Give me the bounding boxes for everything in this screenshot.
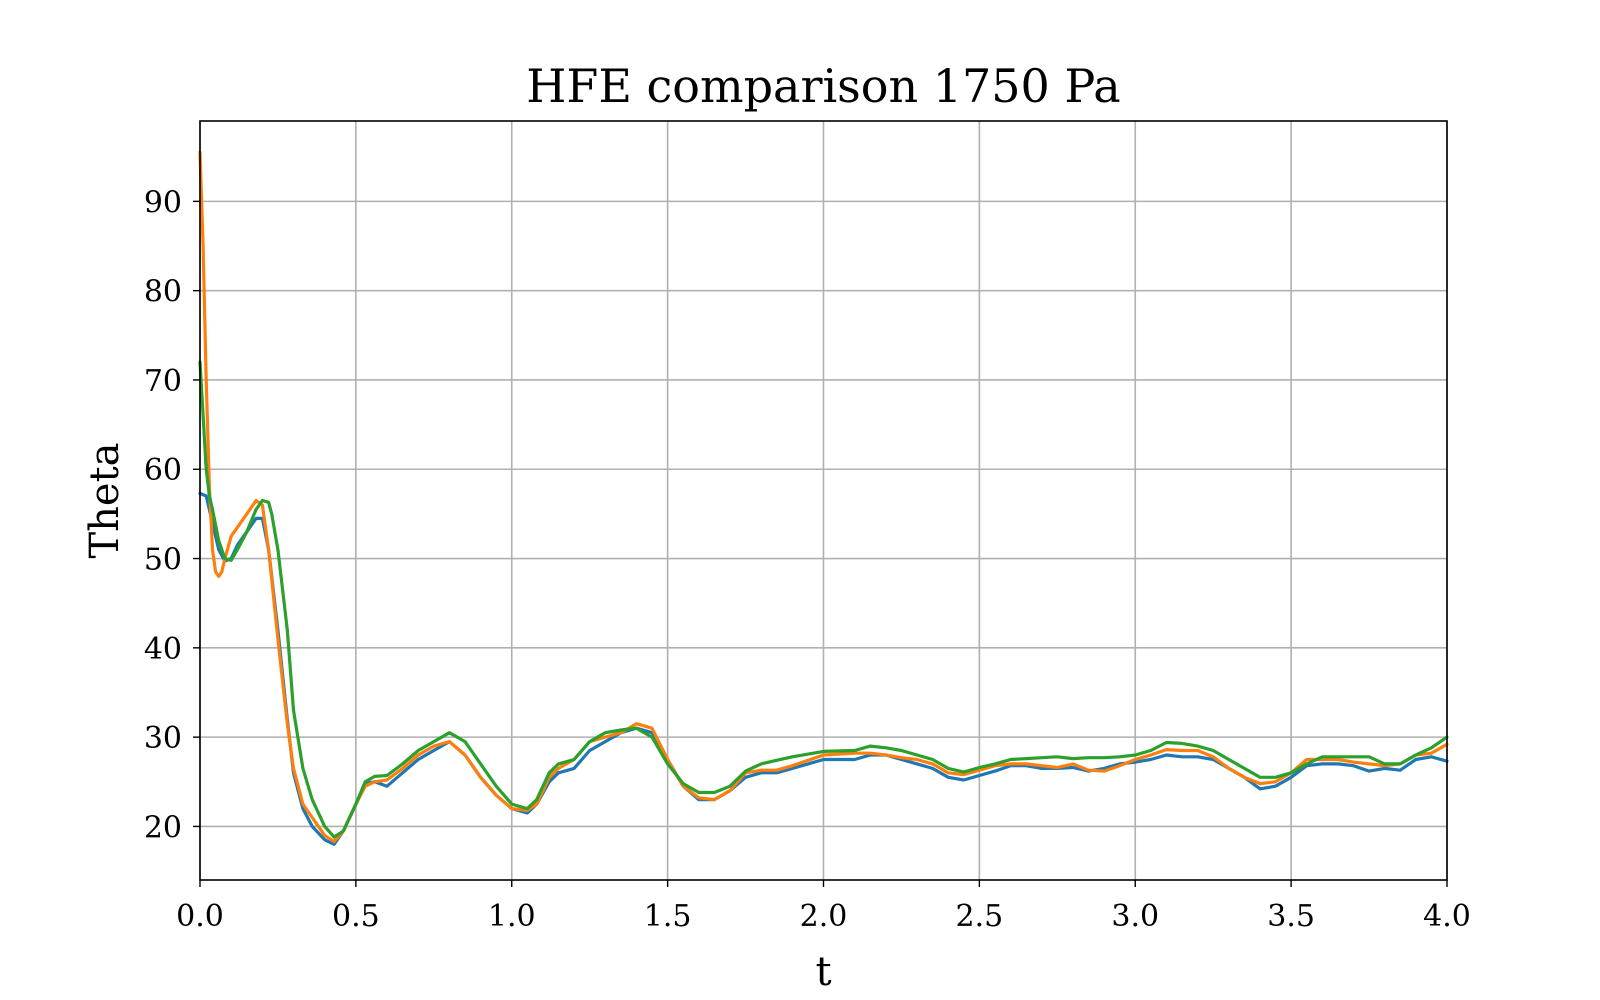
chart-title: HFE comparison 1750 Pa [526, 59, 1120, 113]
x-tick-label: 0.0 [176, 899, 224, 934]
y-tick-label: 20 [144, 810, 182, 845]
x-tick-label: 3.5 [1267, 899, 1315, 934]
series-line-3 [198, 360, 1449, 839]
x-tick-label: 4.0 [1423, 899, 1471, 934]
y-tick-label: 60 [144, 453, 182, 488]
y-tick-label: 80 [144, 275, 182, 310]
y-axis: 20 30 40 50 60 70 80 90 [144, 185, 200, 845]
grid [199, 121, 1448, 880]
y-axis-label: Theta [82, 442, 128, 558]
x-axis-label: t [815, 949, 831, 995]
x-tick-label: 0.5 [332, 899, 380, 934]
y-tick-label: 70 [144, 364, 182, 399]
y-tick-label: 40 [144, 632, 182, 667]
x-axis: 0.0 0.5 1.0 1.5 2.0 2.5 3.0 3.5 4.0 [176, 880, 1471, 934]
x-tick-label: 1.5 [644, 899, 692, 934]
y-tick-label: 30 [144, 721, 182, 756]
x-tick-label: 2.0 [800, 899, 848, 934]
y-tick-label: 90 [144, 185, 182, 220]
data-series-group [198, 150, 1449, 846]
y-tick-label: 50 [144, 543, 182, 578]
x-tick-label: 3.0 [1111, 899, 1159, 934]
x-tick-label: 1.0 [488, 899, 536, 934]
series-line-2 [198, 150, 1449, 844]
x-tick-label: 2.5 [956, 899, 1004, 934]
